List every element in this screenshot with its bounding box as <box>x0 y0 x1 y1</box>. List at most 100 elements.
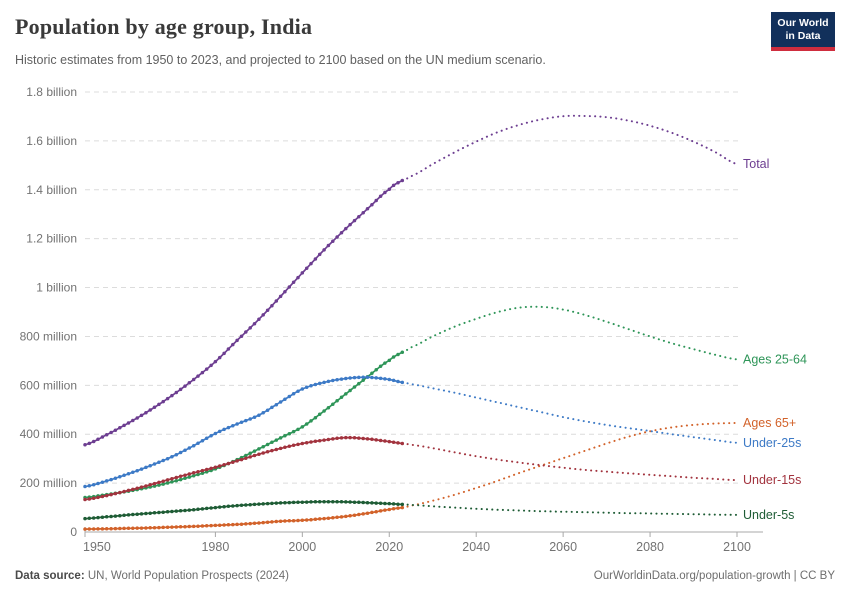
data-point <box>196 524 200 528</box>
series-label-ages-65-[interactable]: Ages 65+ <box>743 416 796 430</box>
data-point <box>313 257 318 261</box>
data-point <box>144 465 148 470</box>
series-under-25s[interactable]: Under-25s <box>83 375 801 489</box>
data-point <box>261 313 265 317</box>
data-point <box>239 503 244 508</box>
data-point <box>170 525 174 529</box>
series-label-under-5s[interactable]: Under-5s <box>743 508 794 522</box>
data-point <box>274 447 279 452</box>
data-point <box>317 499 322 504</box>
data-point <box>87 441 92 446</box>
data-point <box>100 480 105 484</box>
data-point <box>357 512 361 517</box>
data-point <box>291 518 296 523</box>
data-point <box>235 422 239 426</box>
data-point <box>144 526 148 530</box>
data-point <box>335 235 339 239</box>
series-label-under-15s[interactable]: Under-15s <box>743 473 801 487</box>
data-point <box>100 515 105 519</box>
data-point <box>244 330 248 334</box>
data-point <box>204 524 209 528</box>
series-total[interactable]: Total <box>83 114 769 447</box>
data-point <box>200 439 205 443</box>
data-point <box>391 355 396 359</box>
data-point <box>165 456 170 461</box>
data-point <box>196 441 200 446</box>
data-point <box>157 510 161 515</box>
data-point <box>331 516 335 520</box>
data-point <box>83 442 87 447</box>
data-point <box>244 522 248 526</box>
data-point <box>196 507 200 512</box>
data-point <box>165 481 170 485</box>
data-point <box>357 375 361 380</box>
data-point <box>265 442 270 447</box>
data-point <box>396 352 400 357</box>
data-point <box>361 375 365 379</box>
y-axis-tick-label: 1.4 billion <box>26 183 77 197</box>
data-point <box>231 522 235 527</box>
data-point <box>278 436 283 440</box>
data-point <box>191 524 196 529</box>
data-point <box>157 483 161 487</box>
data-point <box>283 445 287 450</box>
data-point <box>174 390 179 395</box>
data-point <box>391 502 396 506</box>
data-point <box>191 377 196 382</box>
data-point <box>283 289 287 294</box>
credit-link[interactable]: OurWorldinData.org/population-growth | C… <box>593 570 835 582</box>
data-point <box>87 527 92 531</box>
data-point <box>209 434 213 438</box>
series-projection-line <box>401 114 738 182</box>
data-point <box>191 508 196 512</box>
series-label-ages-25-64[interactable]: Ages 25-64 <box>743 352 807 366</box>
data-point <box>226 347 231 351</box>
data-point <box>339 377 344 381</box>
data-point <box>183 448 187 453</box>
data-point <box>213 523 218 528</box>
data-point <box>83 527 87 531</box>
y-axis-tick-label: 200 million <box>20 476 77 490</box>
data-point <box>270 405 274 410</box>
series-under-5s[interactable]: Under-5s <box>83 499 794 522</box>
data-point <box>291 443 296 448</box>
x-axis-tick-label: 2080 <box>636 540 664 554</box>
data-point <box>283 500 287 505</box>
data-point <box>165 396 170 401</box>
data-point <box>370 375 374 380</box>
data-point <box>365 207 370 211</box>
series-label-total[interactable]: Total <box>743 157 769 171</box>
series-label-under-25s[interactable]: Under-25s <box>743 436 801 450</box>
data-point <box>152 525 157 530</box>
y-axis-tick-label: 1 billion <box>36 281 77 295</box>
data-point <box>352 436 357 440</box>
data-point <box>118 490 122 495</box>
data-point <box>113 491 118 496</box>
data-point <box>161 479 165 483</box>
data-point <box>339 231 344 235</box>
data-point <box>304 440 309 445</box>
data-point <box>157 480 161 485</box>
data-point <box>226 504 231 509</box>
y-axis-tick-label: 0 <box>70 525 77 539</box>
series-ages-25-64[interactable]: Ages 25-64 <box>83 305 807 500</box>
data-point <box>357 436 361 440</box>
data-point <box>352 513 357 517</box>
data-point <box>104 515 109 519</box>
data-point <box>139 485 144 489</box>
data-point <box>326 243 331 248</box>
data-point <box>348 435 352 440</box>
data-point <box>378 509 383 513</box>
data-point <box>304 422 309 426</box>
data-point <box>304 500 309 504</box>
data-point <box>287 519 292 523</box>
owid-logo[interactable]: Our World in Data <box>771 12 835 52</box>
data-point <box>139 512 144 516</box>
data-point <box>135 486 139 491</box>
data-point <box>183 384 187 388</box>
data-point <box>178 477 183 482</box>
data-point <box>352 375 357 380</box>
series-under-15s[interactable]: Under-15s <box>83 435 801 502</box>
series-ages-65-[interactable]: Ages 65+ <box>83 416 796 531</box>
